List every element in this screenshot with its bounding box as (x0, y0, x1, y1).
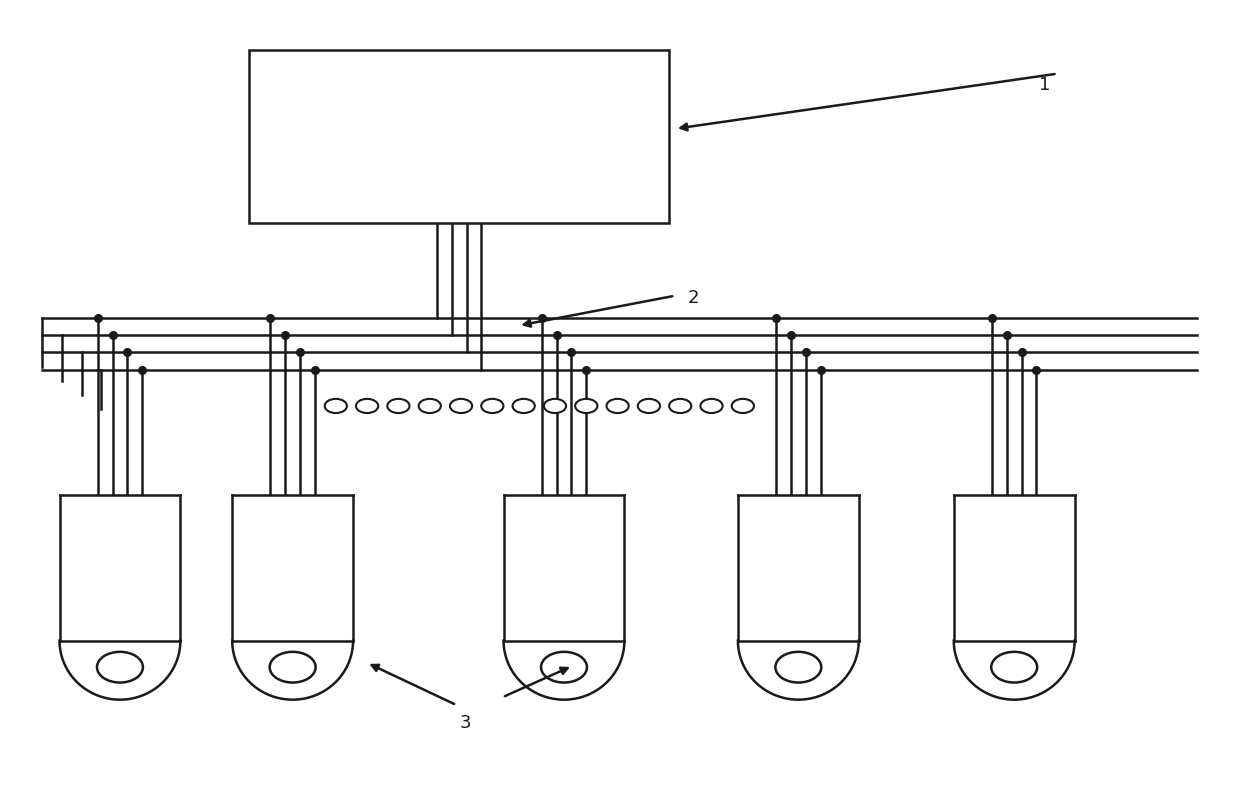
Circle shape (513, 399, 535, 413)
Circle shape (450, 399, 472, 413)
Circle shape (700, 399, 722, 413)
Circle shape (638, 399, 660, 413)
Circle shape (481, 399, 503, 413)
Ellipse shape (97, 652, 142, 683)
Polygon shape (503, 641, 624, 699)
Text: 3: 3 (460, 714, 471, 732)
Ellipse shape (991, 652, 1037, 683)
Text: 1: 1 (1038, 76, 1051, 94)
Bar (249, 50, 669, 224)
Circle shape (669, 399, 691, 413)
Text: 2: 2 (688, 289, 699, 307)
Ellipse shape (541, 652, 587, 683)
Bar (503, 495, 624, 641)
Bar (954, 495, 1074, 641)
Polygon shape (59, 641, 181, 699)
Bar (738, 495, 859, 641)
Circle shape (325, 399, 347, 413)
Circle shape (607, 399, 628, 413)
Circle shape (544, 399, 566, 413)
Circle shape (575, 399, 597, 413)
Ellipse shape (270, 652, 316, 683)
Polygon shape (232, 641, 353, 699)
Circle shape (356, 399, 378, 413)
Circle shape (388, 399, 410, 413)
Polygon shape (954, 641, 1074, 699)
Polygon shape (738, 641, 859, 699)
Circle shape (732, 399, 755, 413)
Bar (232, 495, 353, 641)
Circle shape (419, 399, 441, 413)
Ellipse shape (776, 652, 821, 683)
Bar (59, 495, 181, 641)
